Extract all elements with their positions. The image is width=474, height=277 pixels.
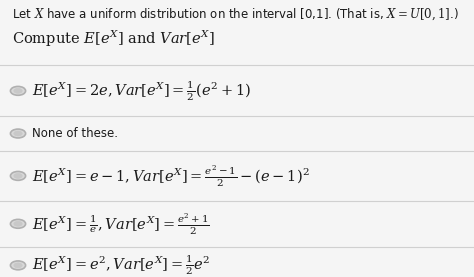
Circle shape: [10, 129, 26, 138]
Circle shape: [10, 171, 26, 180]
Circle shape: [14, 173, 22, 178]
Circle shape: [10, 261, 26, 270]
Text: $\mathit{E}\left[e^X\right] = 2e, \mathit{Var}\left[e^X\right] = \frac{1}{2}(e^2: $\mathit{E}\left[e^X\right] = 2e, \mathi…: [32, 79, 251, 103]
Circle shape: [10, 219, 26, 228]
Circle shape: [14, 221, 22, 226]
Text: $\mathit{E}\left[e^X\right] = e - 1, \mathit{Var}\left[e^X\right] = \frac{e^2-1}: $\mathit{E}\left[e^X\right] = e - 1, \ma…: [32, 163, 310, 189]
Text: None of these.: None of these.: [32, 127, 118, 140]
Text: $\mathit{E}\left[e^X\right] = \frac{1}{e}, \mathit{Var}\left[e^X\right] = \frac{: $\mathit{E}\left[e^X\right] = \frac{1}{e…: [32, 211, 210, 237]
Circle shape: [10, 86, 26, 95]
Text: $\mathit{E}\left[e^X\right] = e^2, \mathit{Var}\left[e^X\right] = \frac{1}{2}e^2: $\mathit{E}\left[e^X\right] = e^2, \math…: [32, 253, 210, 277]
Circle shape: [14, 263, 22, 268]
Circle shape: [14, 131, 22, 136]
Circle shape: [14, 88, 22, 93]
Text: Let $\mathit{X}$ have a uniform distribution on the interval [0,1]. (That is, $\: Let $\mathit{X}$ have a uniform distribu…: [12, 7, 459, 22]
Text: Compute $\mathit{E}\left[e^X\right]$ and $\mathit{Var}\left[e^X\right]$: Compute $\mathit{E}\left[e^X\right]$ and…: [12, 29, 215, 49]
